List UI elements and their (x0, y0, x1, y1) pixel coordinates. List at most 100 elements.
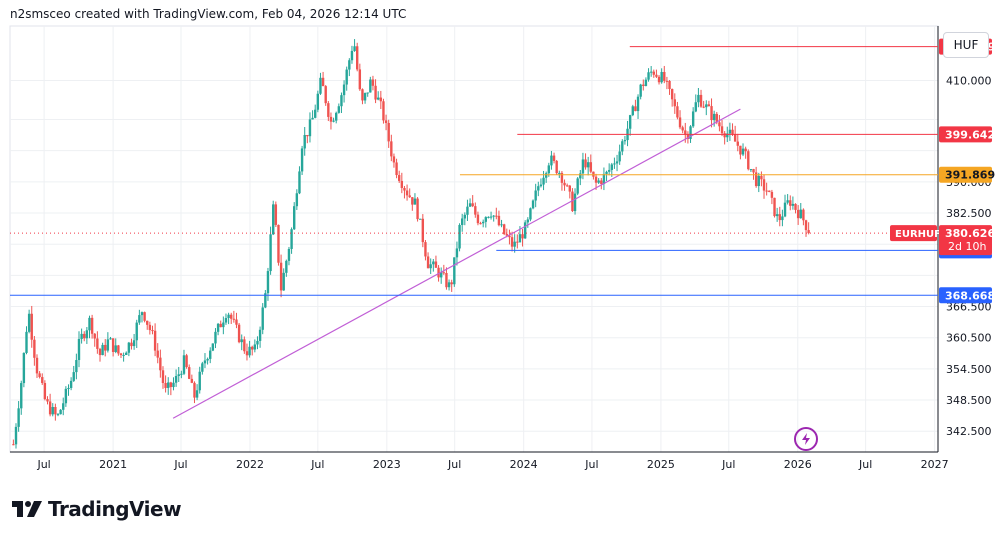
candle-body (597, 180, 600, 183)
candle-body (694, 102, 697, 112)
candle-body (733, 134, 737, 142)
y-tick-label: 342.500 (946, 425, 992, 438)
candle-body (35, 357, 39, 374)
candle-body (741, 148, 745, 155)
candle-body (518, 234, 522, 243)
bolt-icon[interactable] (794, 427, 818, 451)
candle-body (731, 129, 734, 135)
candle-body (807, 230, 810, 234)
level-label-box (939, 166, 992, 183)
candle-body (75, 360, 78, 373)
candle-body (122, 355, 125, 357)
candle-body (224, 318, 228, 323)
candle-body (405, 190, 409, 196)
candle-body (455, 248, 459, 258)
candle-body (83, 333, 86, 339)
trend-line[interactable] (172, 108, 741, 419)
candle-body (636, 96, 640, 112)
candle-body (337, 106, 341, 113)
candle-body (673, 99, 676, 107)
candle-body (529, 208, 532, 220)
candle-body (211, 343, 215, 351)
x-tick-label: Jul (173, 458, 187, 471)
candle-body (101, 344, 104, 356)
candle-body (277, 224, 280, 263)
candle-body (64, 388, 68, 404)
candle-body (652, 71, 655, 75)
currency-button[interactable]: HUF (943, 32, 989, 58)
candle-body (778, 214, 781, 221)
candle-body (639, 84, 642, 97)
candle-body (526, 219, 530, 223)
candle-body (768, 190, 771, 192)
candle-body (256, 340, 259, 345)
candle-body (634, 106, 637, 112)
candle-body (235, 319, 238, 325)
candle-body (739, 145, 742, 155)
symbol-badge (890, 225, 937, 242)
candle-body (371, 79, 375, 86)
candle-body (796, 209, 800, 219)
y-tick-label: 382.500 (946, 207, 992, 220)
level-label: 391.869 (945, 169, 995, 182)
candle-body (516, 241, 519, 243)
candle-body (437, 267, 440, 278)
level-label: 399.642 (945, 128, 995, 141)
candle-body (445, 272, 448, 288)
candle-body (676, 106, 679, 118)
candle-body (169, 382, 173, 388)
candle-body (290, 229, 293, 249)
candle-body (369, 79, 372, 93)
candle-body (647, 72, 650, 80)
candle-body (327, 103, 330, 117)
candle-body (450, 282, 453, 285)
candle-body (17, 408, 20, 427)
candle-body (775, 214, 779, 217)
candle-body (12, 444, 15, 446)
candle-body (119, 353, 123, 356)
candle-body (132, 340, 136, 347)
candle-body (426, 256, 430, 269)
x-tick-label: Jul (721, 458, 735, 471)
candle-body (584, 159, 587, 168)
candle-body (623, 140, 627, 142)
candle-body (686, 134, 690, 139)
candle-body (547, 165, 551, 174)
candle-body (460, 218, 464, 225)
candle-body (219, 323, 222, 328)
candle-body (258, 329, 262, 341)
candle-body (282, 272, 285, 291)
candle-body (298, 171, 301, 194)
candle-body (348, 60, 351, 70)
candle-body (762, 179, 766, 191)
candle-body (689, 126, 692, 139)
x-tick-label: 2027 (921, 458, 949, 471)
candle-body (610, 164, 613, 170)
candle-body (484, 217, 488, 222)
candle-body (230, 314, 233, 319)
candle-body (125, 352, 128, 356)
candle-body (62, 403, 65, 410)
candle-body (786, 200, 789, 203)
candle-body (54, 407, 57, 415)
candle-body (306, 134, 309, 137)
candle-body (492, 215, 495, 217)
candle-body (702, 106, 705, 108)
candle-body (80, 333, 83, 339)
candle-body (497, 215, 501, 226)
candle-body (747, 151, 750, 170)
candle-body (576, 178, 579, 194)
candle-body (453, 257, 456, 285)
y-tick-label: 354.500 (946, 363, 992, 376)
tradingview-logo: TradingView (12, 497, 182, 521)
candle-body (621, 141, 624, 152)
candle-body (140, 312, 144, 316)
candle-body (130, 342, 133, 347)
candle-body (408, 195, 411, 198)
candle-body (594, 176, 598, 183)
symbol-label: EURHUF (895, 229, 941, 240)
candle-body (272, 204, 275, 235)
candle-body (802, 209, 805, 221)
